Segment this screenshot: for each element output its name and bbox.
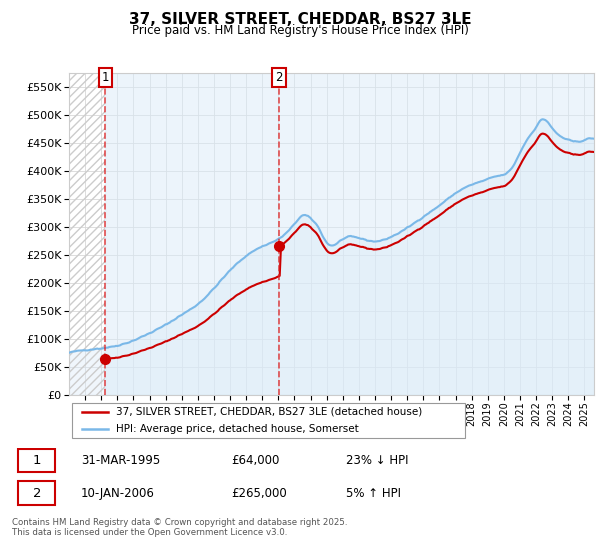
Text: Contains HM Land Registry data © Crown copyright and database right 2025.
This d: Contains HM Land Registry data © Crown c… [12, 518, 347, 538]
Text: 1: 1 [32, 454, 41, 468]
Text: £64,000: £64,000 [231, 454, 279, 468]
Text: 37, SILVER STREET, CHEDDAR, BS27 3LE: 37, SILVER STREET, CHEDDAR, BS27 3LE [128, 12, 472, 27]
Text: 10-JAN-2006: 10-JAN-2006 [81, 487, 155, 500]
Text: 5% ↑ HPI: 5% ↑ HPI [346, 487, 401, 500]
FancyBboxPatch shape [18, 449, 55, 473]
Text: 23% ↓ HPI: 23% ↓ HPI [346, 454, 409, 468]
Text: Price paid vs. HM Land Registry's House Price Index (HPI): Price paid vs. HM Land Registry's House … [131, 24, 469, 36]
Text: 2: 2 [275, 71, 283, 84]
FancyBboxPatch shape [18, 482, 55, 505]
Text: 1: 1 [101, 71, 109, 84]
Text: 31-MAR-1995: 31-MAR-1995 [81, 454, 160, 468]
Text: 2: 2 [32, 487, 41, 500]
Text: £265,000: £265,000 [231, 487, 287, 500]
Text: 37, SILVER STREET, CHEDDAR, BS27 3LE (detached house): 37, SILVER STREET, CHEDDAR, BS27 3LE (de… [116, 407, 422, 417]
FancyBboxPatch shape [71, 403, 466, 438]
Bar [69, 73, 105, 395]
Bar [105, 73, 594, 395]
Text: HPI: Average price, detached house, Somerset: HPI: Average price, detached house, Some… [116, 424, 359, 435]
